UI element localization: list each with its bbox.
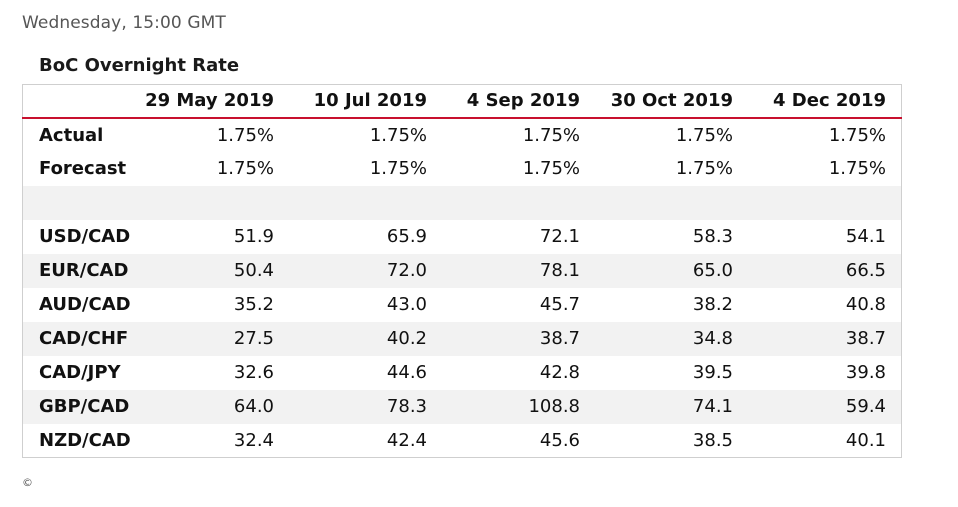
row-label: CAD/CHF — [39, 328, 129, 349]
table-cell — [580, 186, 733, 220]
table-cell: 27.5 — [233, 328, 274, 349]
row-label: NZD/CAD — [39, 429, 131, 451]
table-row-usdcad: USD/CAD 51.9 65.9 72.1 58.3 54.1 — [23, 220, 902, 254]
header-label-cell — [23, 85, 146, 118]
table-cell: 40.1 — [845, 429, 886, 451]
table-row-spacer — [22, 185, 902, 220]
header-row: 29 May 2019 10 Jul 2019 4 Sep 2019 30 Oc… — [22, 85, 902, 118]
table-row-gbpcad: GBP/CAD 64.0 78.3 108.8 74.1 59.4 — [22, 389, 902, 424]
table-cell — [145, 186, 274, 220]
table-cell: 43.0 — [386, 294, 427, 315]
table-body: Actual 1.75% 1.75% 1.75% 1.75% 1.75% For… — [22, 118, 902, 458]
table-cell: 72.0 — [386, 260, 427, 281]
row-label: AUD/CAD — [39, 294, 131, 315]
table-cell: 40.2 — [386, 328, 427, 349]
column-header: 4 Dec 2019 — [773, 90, 886, 112]
table-cell: 38.7 — [539, 328, 580, 349]
table-cell: 78.3 — [386, 396, 427, 417]
table-title: BoC Overnight Rate — [39, 55, 240, 76]
table-header: 29 May 2019 10 Jul 2019 4 Sep 2019 30 Oc… — [22, 85, 902, 118]
table-cell: 45.7 — [539, 294, 580, 315]
table-cell: 38.7 — [845, 328, 886, 349]
table-cell: 72.1 — [539, 226, 580, 247]
table-cell — [427, 186, 580, 220]
table-row-audcad: AUD/CAD 35.2 43.0 45.7 38.2 40.8 — [23, 288, 902, 322]
table-cell: 1.75% — [675, 158, 733, 179]
table-cell — [733, 186, 902, 220]
row-label: Forecast — [39, 158, 127, 179]
timestamp: Wednesday, 15:00 GMT — [22, 13, 226, 33]
row-label: GBP/CAD — [39, 396, 130, 417]
table-cell: 35.2 — [233, 294, 274, 315]
column-header: 10 Jul 2019 — [313, 90, 427, 112]
table-cell: 1.75% — [828, 124, 886, 146]
table-row-eurcad: EUR/CAD 50.4 72.0 78.1 65.0 66.5 — [22, 253, 902, 288]
table-cell: 40.8 — [845, 294, 886, 315]
table-cell: 59.4 — [845, 396, 886, 417]
table-row-nzdcad: NZD/CAD 32.4 42.4 45.6 38.5 40.1 — [23, 424, 902, 458]
table-cell: 39.8 — [845, 362, 886, 383]
table-cell: 54.1 — [845, 226, 886, 247]
table-cell: 66.5 — [845, 260, 886, 281]
table-row-forecast: Forecast 1.75% 1.75% 1.75% 1.75% 1.75% — [23, 152, 902, 186]
table-cell: 1.75% — [522, 158, 580, 179]
table-cell: 39.5 — [692, 362, 733, 383]
table-cell: 32.6 — [233, 362, 274, 383]
table-cell: 50.4 — [233, 260, 274, 281]
table-cell: 108.8 — [528, 396, 580, 417]
copyright-symbol: © — [22, 476, 33, 489]
table-cell: 74.1 — [692, 396, 733, 417]
table-cell: 64.0 — [233, 396, 274, 417]
column-header: 29 May 2019 — [145, 90, 274, 112]
table-row-actual: Actual 1.75% 1.75% 1.75% 1.75% 1.75% — [23, 118, 902, 152]
table-cell: 45.6 — [539, 429, 580, 451]
table-cell: 1.75% — [369, 124, 427, 146]
table-cell: 42.4 — [386, 429, 427, 451]
table-cell: 1.75% — [216, 158, 274, 179]
table-cell: 78.1 — [539, 260, 580, 281]
row-label: EUR/CAD — [39, 260, 129, 281]
table-cell: 44.6 — [386, 362, 427, 383]
row-label: CAD/JPY — [39, 362, 121, 383]
table-cell — [274, 186, 427, 220]
table-cell: 34.8 — [692, 328, 733, 349]
table-cell: 1.75% — [369, 158, 427, 179]
rate-table: 29 May 2019 10 Jul 2019 4 Sep 2019 30 Oc… — [22, 84, 902, 458]
table-cell: 58.3 — [692, 226, 733, 247]
table-cell: 1.75% — [216, 124, 274, 146]
table-cell: 65.9 — [386, 226, 427, 247]
table-row-cadjpy: CAD/JPY 32.6 44.6 42.8 39.5 39.8 — [23, 356, 902, 390]
table-cell: 42.8 — [539, 362, 580, 383]
table-cell: 65.0 — [692, 260, 733, 281]
table-cell: 1.75% — [675, 124, 733, 146]
row-label — [23, 186, 146, 220]
column-header: 30 Oct 2019 — [610, 90, 733, 112]
column-header: 4 Sep 2019 — [466, 90, 580, 112]
row-label: Actual — [39, 124, 104, 146]
table-cell: 1.75% — [828, 158, 886, 179]
table-cell: 38.5 — [692, 429, 733, 451]
row-label: USD/CAD — [39, 226, 131, 247]
table-cell: 32.4 — [233, 429, 274, 451]
table-row-cadchf: CAD/CHF 27.5 40.2 38.7 34.8 38.7 — [22, 321, 902, 356]
table-cell: 1.75% — [522, 124, 580, 146]
table-cell: 51.9 — [233, 226, 274, 247]
table-cell: 38.2 — [692, 294, 733, 315]
